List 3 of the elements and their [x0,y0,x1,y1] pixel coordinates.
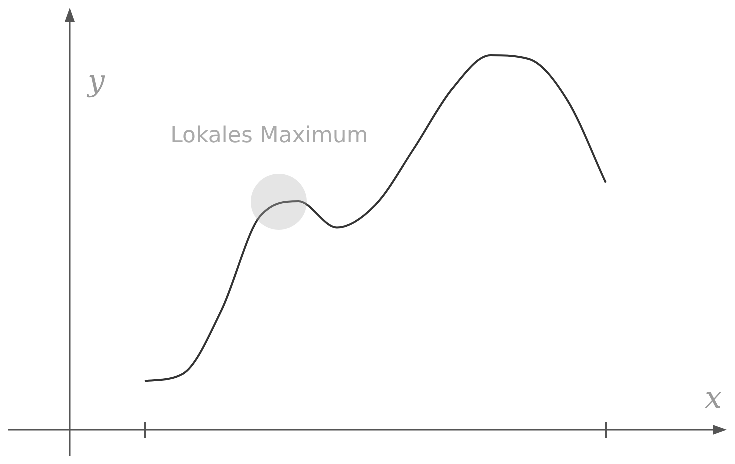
y-axis-title: y [86,64,106,99]
annotation: Lokales Maximum [170,123,368,148]
x-axis-title: x [705,380,722,416]
